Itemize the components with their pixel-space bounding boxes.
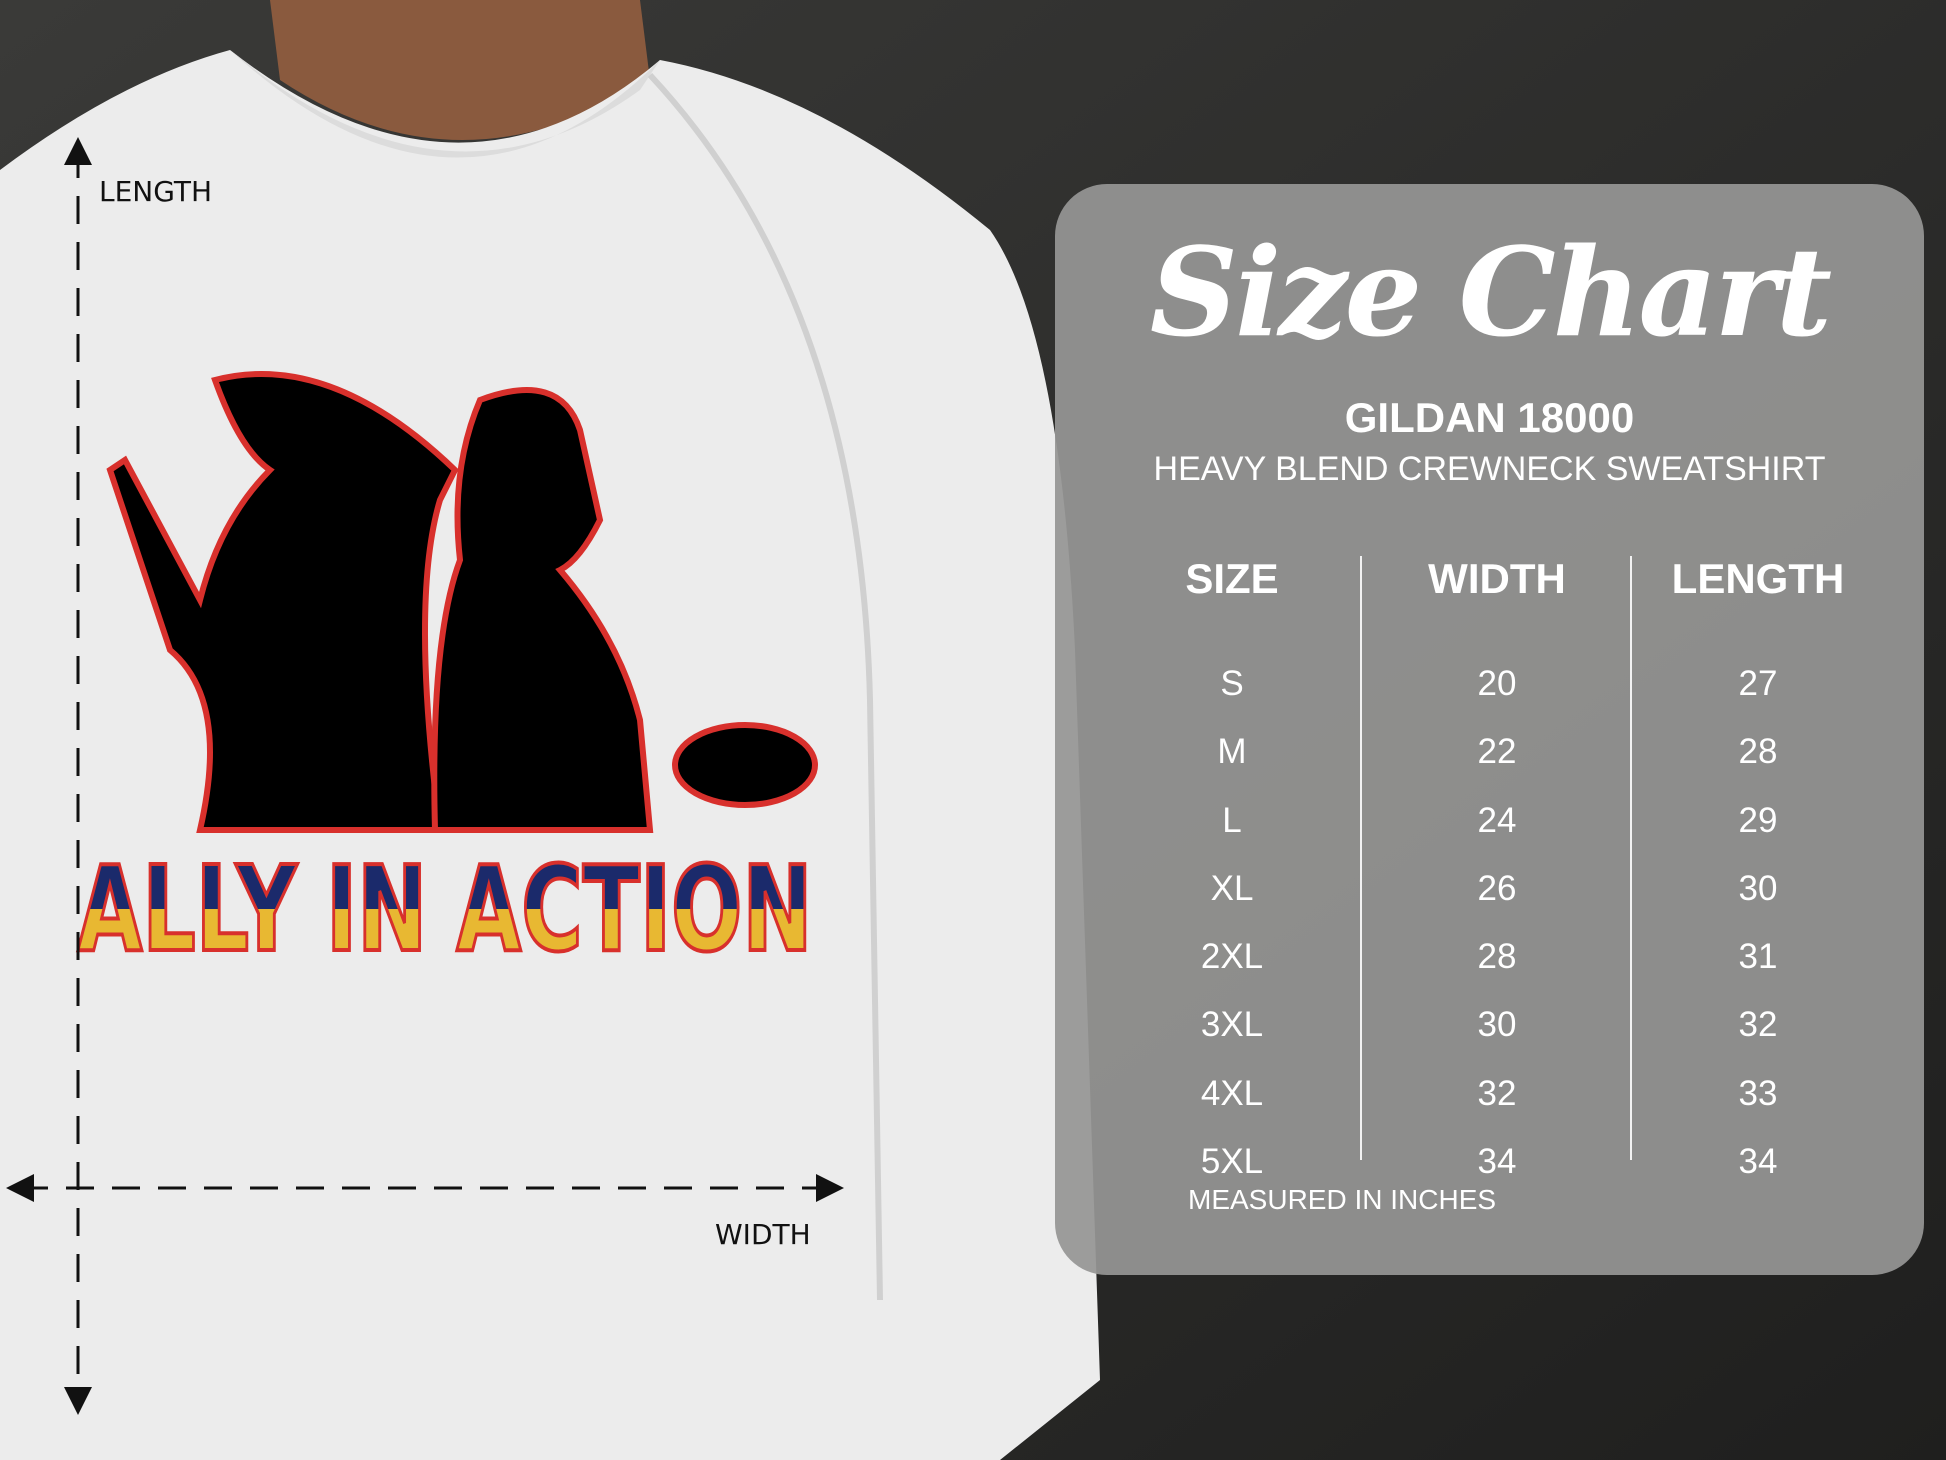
cell-length: 30 xyxy=(1738,868,1778,908)
cell-size: S xyxy=(1220,664,1244,703)
cell-width: 28 xyxy=(1477,937,1517,977)
print-text: ALLY IN ACTION xyxy=(78,840,813,978)
cell-length: 29 xyxy=(1738,800,1778,840)
column-header: LENGTH xyxy=(1671,555,1845,602)
cell-length: 33 xyxy=(1738,1073,1778,1113)
measurement-note: MEASURED IN INCHES xyxy=(1188,1184,1497,1215)
woman-silhouette xyxy=(431,387,654,833)
column-header: WIDTH xyxy=(1428,555,1566,602)
vaquero-silhouette xyxy=(106,371,459,833)
column-header: SIZE xyxy=(1185,555,1279,602)
column-length: LENGTH 27 28 29 30 31 32 33 34 xyxy=(1628,554,1888,1210)
cell-width: 26 xyxy=(1477,868,1517,908)
size-chart-title: Size Chart xyxy=(1149,220,1832,364)
sleeve-seam xyxy=(647,72,883,1301)
column-divider xyxy=(1630,556,1632,1160)
length-label: LENGTH xyxy=(99,175,213,208)
size-chart-panel: Size Chart GILDAN 18000 HEAVY BLEND CREW… xyxy=(1055,184,1924,1275)
cell-size: 5XL xyxy=(1200,1142,1264,1182)
cell-size: XL xyxy=(1210,868,1254,908)
cell-size: L xyxy=(1222,800,1242,840)
cell-size: 2XL xyxy=(1200,937,1264,977)
product-name: HEAVY BLEND CREWNECK SWEATSHIRT xyxy=(1153,450,1826,488)
cell-width: 20 xyxy=(1477,664,1517,703)
cell-width: 22 xyxy=(1477,732,1517,772)
column-divider xyxy=(1360,556,1362,1160)
cell-width: 30 xyxy=(1477,1005,1517,1045)
cell-size: M xyxy=(1217,732,1247,772)
width-label: WIDTH xyxy=(715,1218,811,1251)
print-graphic: ALLY IN ACTION xyxy=(76,371,818,980)
palette-icon xyxy=(672,722,818,808)
column-width: WIDTH 20 22 24 26 28 30 32 34 xyxy=(1367,554,1627,1210)
column-size: SIZE S M L XL 2XL 3XL 4XL 5XL xyxy=(1102,554,1362,1210)
cell-length: 32 xyxy=(1738,1005,1778,1045)
length-arrow xyxy=(64,137,92,1415)
cell-size: 4XL xyxy=(1200,1073,1264,1113)
neck-skin xyxy=(270,0,650,140)
brand-model: GILDAN 18000 xyxy=(1344,394,1635,441)
cell-length: 27 xyxy=(1738,664,1778,703)
cell-size: 3XL xyxy=(1200,1005,1264,1045)
cell-width: 32 xyxy=(1477,1073,1517,1113)
cell-length: 34 xyxy=(1738,1142,1778,1182)
cell-width: 24 xyxy=(1477,800,1517,840)
cell-length: 31 xyxy=(1738,937,1778,977)
cell-length: 28 xyxy=(1738,732,1778,772)
cell-width: 34 xyxy=(1477,1142,1517,1182)
